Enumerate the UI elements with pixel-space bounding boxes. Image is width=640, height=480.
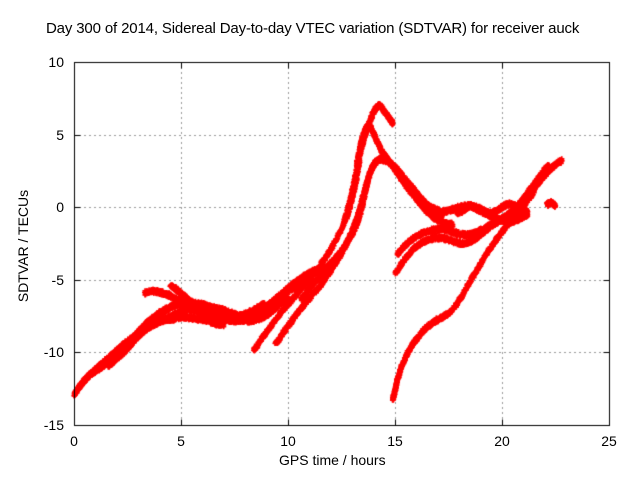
y-tick-label: -15 xyxy=(43,417,64,433)
chart-title: Day 300 of 2014, Sidereal Day-to-day VTE… xyxy=(46,20,580,37)
x-tick-label: 10 xyxy=(280,433,296,449)
x-tick-label: 20 xyxy=(494,433,510,449)
x-tick-label: 5 xyxy=(177,433,185,449)
x-tick-label: 15 xyxy=(387,433,403,449)
x-tick-label: 0 xyxy=(70,433,78,449)
y-tick-label: 0 xyxy=(56,199,64,216)
y-tick-label: 10 xyxy=(48,54,64,70)
x-axis-label: GPS time / hours xyxy=(279,452,386,468)
y-tick-label: -10 xyxy=(43,344,64,361)
y-tick-label: 5 xyxy=(56,126,64,143)
y-tick-label: -5 xyxy=(51,271,64,288)
x-tick-label: 25 xyxy=(601,433,617,449)
